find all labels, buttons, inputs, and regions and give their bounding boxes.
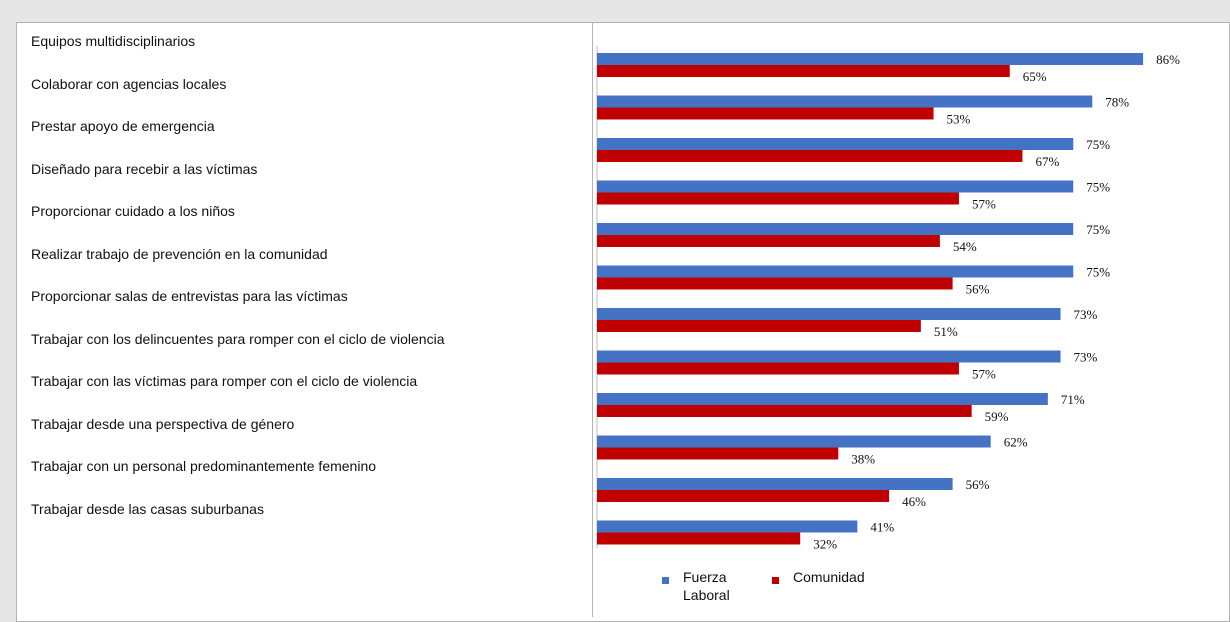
bar-comunidad [597, 107, 934, 120]
bar-comunidad [597, 65, 1010, 77]
legend-label-fuerza-line1: Fuerza [683, 569, 727, 585]
bar-fuerza-laboral [597, 53, 1144, 65]
category-label: Prestar apoyo de emergencia [31, 118, 215, 134]
category-label: Realizar trabajo de prevención en la com… [31, 245, 328, 262]
bar-fuerza-laboral [597, 265, 1074, 278]
data-label-comunidad: 46% [902, 494, 926, 509]
data-label-fuerza-laboral: 56% [966, 477, 990, 492]
data-label-comunidad: 53% [947, 112, 971, 127]
legend: Fuerza Laboral Comunidad [662, 568, 922, 614]
legend-label-fuerza-line2: Laboral [683, 587, 730, 603]
legend-label-comunidad: Comunidad [793, 569, 865, 585]
bar-comunidad [597, 320, 921, 332]
bar-comunidad [597, 490, 890, 502]
category-label: Colaborar con agencias locales [31, 75, 227, 92]
category-label: Equipos multidisciplinarios [31, 33, 196, 49]
bar-comunidad [597, 532, 801, 545]
bar-fuerza-laboral [597, 95, 1093, 108]
bar-comunidad [597, 150, 1023, 162]
legend-swatch-comunidad [772, 577, 779, 584]
data-label-fuerza-laboral: 86% [1156, 52, 1180, 67]
legend-item-fuerza-laboral: Fuerza Laboral [662, 568, 730, 604]
data-label-comunidad: 57% [972, 367, 996, 382]
category-label: Trabajar desde una perspectiva de género [31, 415, 295, 432]
bar-fuerza-laboral [597, 223, 1074, 235]
data-label-fuerza-laboral: 75% [1086, 222, 1110, 237]
data-label-comunidad: 56% [966, 282, 990, 297]
data-label-fuerza-laboral: 73% [1074, 307, 1098, 322]
bar-fuerza-laboral [597, 138, 1074, 150]
bar-fuerza-laboral [597, 350, 1061, 363]
data-label-comunidad: 38% [851, 452, 875, 467]
data-label-fuerza-laboral: 75% [1086, 180, 1110, 195]
data-label-comunidad: 54% [953, 239, 977, 254]
category-label: Diseñado para recebir a las víctimas [31, 160, 258, 177]
data-label-comunidad: 51% [934, 324, 958, 339]
data-label-fuerza-laboral: 75% [1086, 137, 1110, 152]
data-label-fuerza-laboral: 41% [870, 520, 894, 535]
data-label-fuerza-laboral: 73% [1074, 350, 1098, 365]
legend-swatch-fuerza-laboral [662, 577, 669, 584]
bar-comunidad [597, 405, 972, 417]
legend-item-comunidad: Comunidad [772, 568, 865, 586]
bar-comunidad [597, 447, 839, 460]
bar-comunidad [597, 192, 959, 205]
bar-comunidad [597, 277, 953, 290]
data-label-fuerza-laboral: 71% [1061, 392, 1085, 407]
category-label: Proporcionar salas de entrevistas para l… [31, 288, 348, 304]
bar-comunidad [597, 362, 959, 375]
category-labels: Equipos multidisciplinarios Colaborar con… [31, 0, 586, 617]
bar-comunidad [597, 235, 940, 247]
data-label-comunidad: 57% [972, 197, 996, 212]
category-label: Proporcionar cuidado a los niños [31, 203, 235, 219]
category-label: Trabajar con los delincuentes para rompe… [31, 330, 445, 347]
bar-fuerza-laboral [597, 435, 991, 448]
bar-fuerza-laboral [597, 180, 1074, 193]
bar-fuerza-laboral [597, 308, 1061, 320]
bar-fuerza-laboral [597, 520, 858, 533]
data-label-comunidad: 59% [985, 409, 1009, 424]
data-label-fuerza-laboral: 78% [1105, 95, 1129, 110]
bar-fuerza-laboral [597, 393, 1048, 405]
data-label-fuerza-laboral: 62% [1004, 435, 1028, 450]
category-label: Trabajar con las víctimas para romper co… [31, 373, 418, 389]
category-label: Trabajar con un personal predominantemen… [31, 458, 377, 474]
data-label-comunidad: 67% [1035, 154, 1059, 169]
data-label-fuerza-laboral: 75% [1086, 265, 1110, 280]
panel-divider [592, 22, 593, 617]
data-label-comunidad: 32% [813, 537, 837, 552]
bar-fuerza-laboral [597, 478, 953, 490]
data-label-comunidad: 65% [1023, 69, 1047, 84]
category-label: Trabajar desde las casas suburbanas [31, 500, 264, 517]
